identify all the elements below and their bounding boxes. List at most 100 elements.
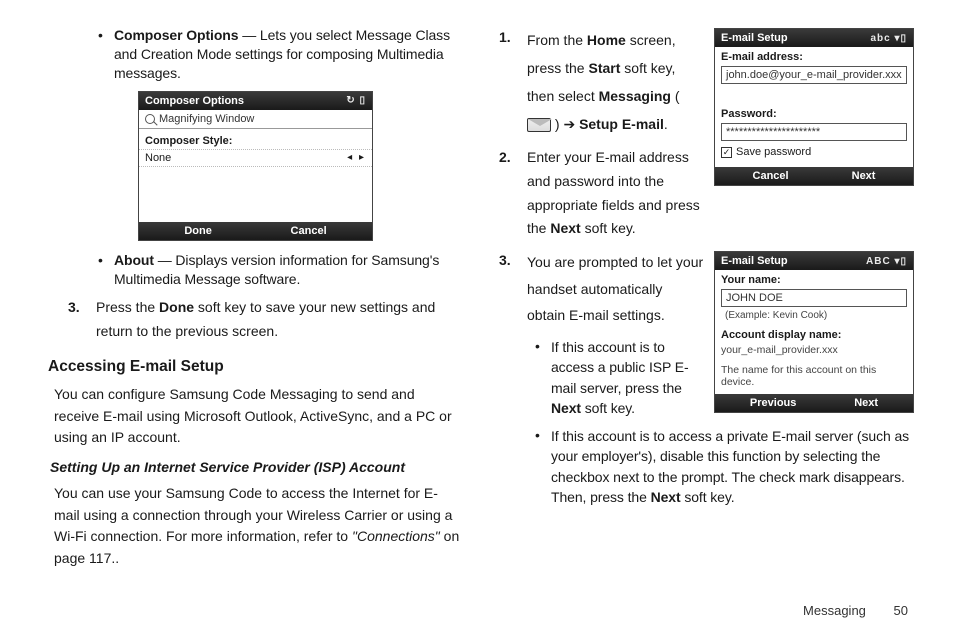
- step-3-done: 3. Press the Done soft key to save your …: [48, 296, 463, 344]
- bullet-body: If this account is to access a public IS…: [551, 337, 704, 418]
- bullet-marker: •: [96, 251, 114, 289]
- phone-body: Magnifying Window Composer Style: None ◂…: [139, 110, 372, 222]
- bullet-marker: •: [533, 426, 551, 507]
- checkbox-save-password: ✓: [721, 147, 732, 158]
- t: Next: [651, 489, 681, 505]
- step-3: 3. You are prompted to let your handset …: [499, 249, 704, 329]
- screenshot-email-setup-1: E-mail Setup abc ▾▯ E-mail address: john…: [714, 28, 914, 186]
- t: Home: [587, 32, 626, 48]
- t: Next: [550, 220, 580, 236]
- step-body: You are prompted to let your handset aut…: [527, 249, 704, 329]
- magnify-icon: [145, 114, 155, 124]
- bullet-body: About — Displays version information for…: [114, 251, 463, 289]
- phone-titlebar: Composer Options ↻ ▯: [139, 92, 372, 110]
- statusbar-indicator: abc ▾▯: [870, 33, 907, 44]
- label-composer-style: Composer Style:: [139, 129, 372, 149]
- page-columns: • Composer Options — Lets you select Mes…: [0, 0, 954, 586]
- row-composer-style-value: None ◂ ▸: [139, 149, 372, 167]
- label-email-address: E-mail address:: [715, 47, 913, 64]
- phone-softkey-bar: Previous Next: [715, 394, 913, 412]
- step-body: From the Home screen, press the Start so…: [527, 26, 704, 138]
- bullet-marker: •: [533, 337, 551, 418]
- heading-isp-account: Setting Up an Internet Service Provider …: [48, 459, 463, 475]
- statusbar-indicator: ABC ▾▯: [866, 256, 907, 267]
- step-2: 2. Enter your E-mail address and passwor…: [499, 146, 704, 241]
- hint-your-name: (Example: Kevin Cook): [715, 309, 913, 325]
- left-column: • Composer Options — Lets you select Mes…: [48, 26, 463, 576]
- bullet-about: • About — Displays version information f…: [48, 251, 463, 289]
- t: Press the: [96, 299, 159, 315]
- softkey-done: Done: [184, 225, 212, 237]
- para-access: You can configure Samsung Code Messaging…: [48, 384, 463, 449]
- sub-bullet-private-server: • If this account is to access a private…: [499, 426, 914, 507]
- label-save-password: Save password: [736, 146, 811, 158]
- value-composer-style: None: [145, 152, 171, 164]
- phone-body: E-mail address: john.doe@your_e-mail_pro…: [715, 47, 913, 167]
- phone-body: Your name: JOHN DOE (Example: Kevin Cook…: [715, 270, 913, 394]
- t: Setup E-mail: [579, 116, 664, 132]
- phone-softkey-bar: Done Cancel: [139, 222, 372, 240]
- page-footer: Messaging 50: [803, 603, 908, 618]
- field-your-name: JOHN DOE: [721, 289, 907, 307]
- right-column: E-mail Setup abc ▾▯ E-mail address: john…: [499, 26, 914, 576]
- phone-title: E-mail Setup: [721, 32, 788, 44]
- softkey-cancel: Cancel: [291, 225, 327, 237]
- softkey-previous: Previous: [750, 397, 796, 409]
- footer-page-number: 50: [894, 603, 908, 618]
- label-account-display-name: Account display name:: [715, 325, 913, 342]
- bullet-body: Composer Options — Lets you select Messa…: [114, 26, 463, 83]
- t: soft key.: [581, 400, 635, 416]
- t: Next: [551, 400, 581, 416]
- softkey-next: Next: [852, 170, 876, 182]
- t: Start: [588, 60, 620, 76]
- t: Messaging: [599, 88, 671, 104]
- footer-section: Messaging: [803, 603, 866, 618]
- t: "Connections": [352, 528, 440, 544]
- heading-accessing-email-setup: Accessing E-mail Setup: [48, 358, 463, 376]
- phone-titlebar: E-mail Setup ABC ▾▯: [715, 252, 913, 270]
- para-isp: You can use your Samsung Code to access …: [48, 483, 463, 570]
- t: soft key.: [581, 220, 636, 236]
- row-magnifying-window: Magnifying Window: [139, 110, 372, 129]
- label-composer-options: Composer Options: [114, 27, 238, 43]
- bullet-composer-options: • Composer Options — Lets you select Mes…: [48, 26, 463, 83]
- desc-about: — Displays version information for Samsu…: [114, 252, 439, 287]
- step-number: 3.: [499, 249, 527, 329]
- step-number: 3.: [68, 296, 96, 344]
- step-body: Enter your E-mail address and password i…: [527, 146, 704, 241]
- phone-titlebar: E-mail Setup abc ▾▯: [715, 29, 913, 47]
- bullet-body: If this account is to access a private E…: [551, 426, 914, 507]
- sub-bullet-public-isp: • If this account is to access a public …: [499, 337, 704, 418]
- screenshot-email-setup-2: E-mail Setup ABC ▾▯ Your name: JOHN DOE …: [714, 251, 914, 413]
- hint-account-display-name: The name for this account on this device…: [715, 362, 913, 394]
- label-about: About: [114, 252, 154, 268]
- value-account-display-name: your_e-mail_provider.xxx: [715, 342, 913, 362]
- t: Done: [159, 299, 194, 315]
- t: (: [671, 88, 680, 104]
- softkey-cancel: Cancel: [753, 170, 789, 182]
- phone-title: Composer Options: [145, 95, 244, 107]
- step-number: 2.: [499, 146, 527, 241]
- t: .: [664, 116, 668, 132]
- softkey-next: Next: [854, 397, 878, 409]
- field-password: **********************: [721, 123, 907, 141]
- t: From the: [527, 32, 587, 48]
- mail-icon: [527, 118, 551, 132]
- t: ) ➔: [551, 116, 579, 132]
- label-your-name: Your name:: [715, 270, 913, 287]
- field-email-address: john.doe@your_e-mail_provider.xxx: [721, 66, 907, 84]
- step-body: Press the Done soft key to save your new…: [96, 296, 463, 344]
- t: If this account is to access a public IS…: [551, 339, 689, 396]
- arrows-icon: ◂ ▸: [347, 152, 366, 163]
- step-1: 1. From the Home screen, press the Start…: [499, 26, 704, 138]
- phone-softkey-bar: Cancel Next: [715, 167, 913, 185]
- magnify-label: Magnifying Window: [159, 113, 254, 125]
- phone-title: E-mail Setup: [721, 255, 788, 267]
- bullet-marker: •: [96, 26, 114, 83]
- screenshot-composer-options: Composer Options ↻ ▯ Magnifying Window C…: [138, 91, 373, 241]
- statusbar-icons: ↻ ▯: [346, 95, 366, 106]
- row-save-password: ✓ Save password: [715, 143, 913, 161]
- step-number: 1.: [499, 26, 527, 138]
- label-password: Password:: [715, 104, 913, 121]
- t: soft key.: [681, 489, 735, 505]
